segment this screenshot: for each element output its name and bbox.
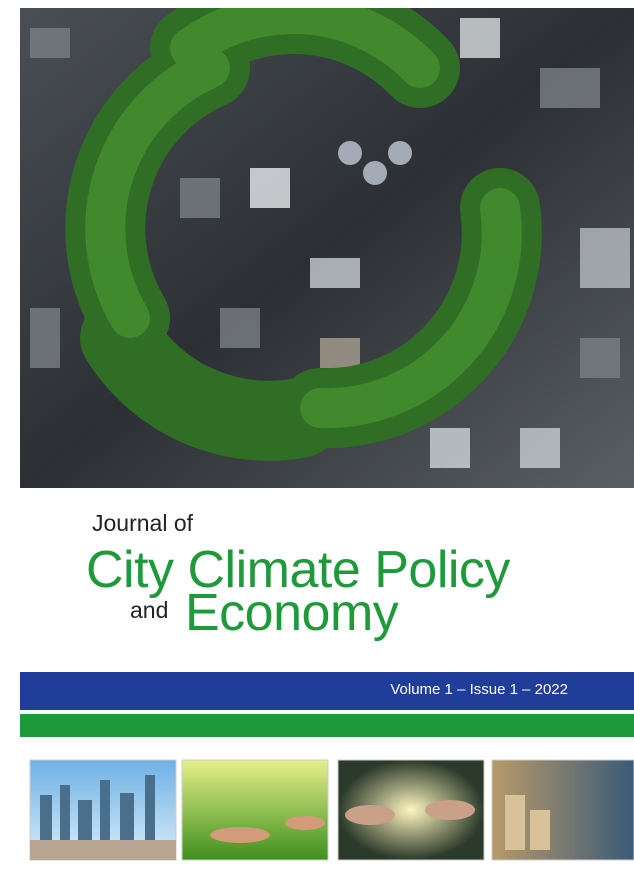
journal-prefix: Journal of bbox=[92, 510, 193, 537]
issue-info: Volume 1 – Issue 1 – 2022 bbox=[390, 681, 568, 698]
cover: {"cover": {"journal_prefix": "Journal of… bbox=[0, 0, 634, 885]
title-and: and bbox=[130, 597, 168, 624]
cover-image bbox=[20, 8, 634, 488]
thumbnail bbox=[30, 760, 176, 860]
thumbnail-strip bbox=[0, 755, 634, 865]
thumbnail bbox=[338, 760, 484, 860]
thumbnail bbox=[492, 760, 634, 860]
green-band bbox=[20, 714, 634, 737]
title-line: Economy bbox=[185, 583, 398, 643]
thumbnail bbox=[182, 760, 328, 860]
